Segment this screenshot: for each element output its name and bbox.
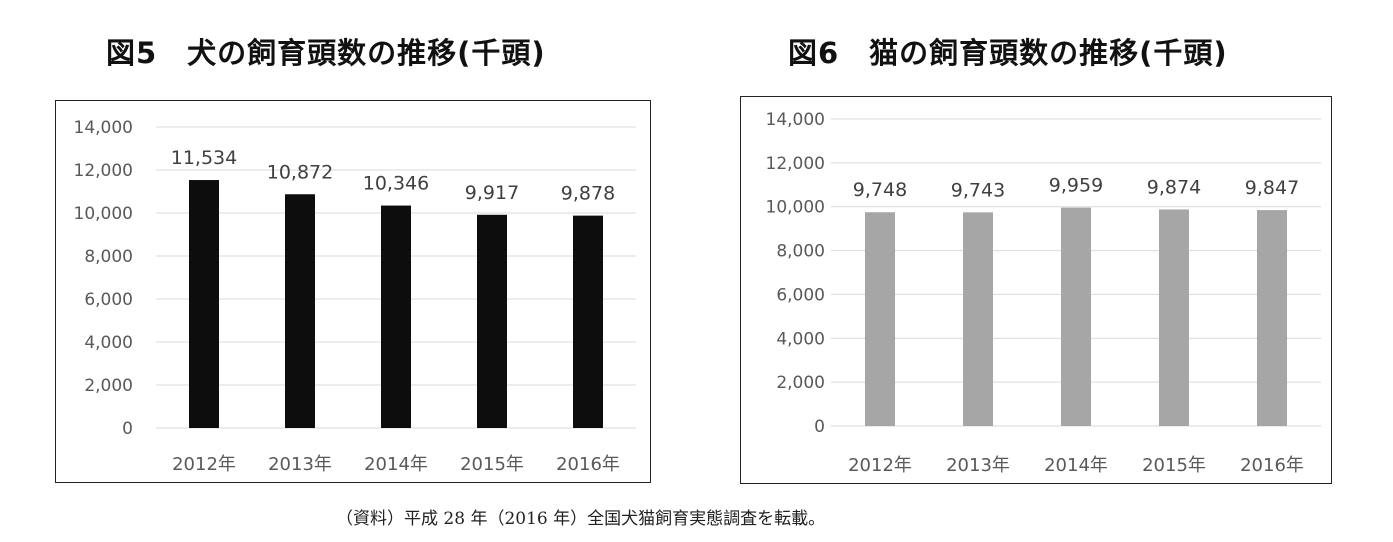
cat-bar-2014 [1061,207,1091,426]
x-category-label: 2015年 [1142,455,1206,476]
y-tick-label: 6,000 [84,290,133,310]
y-tick-label: 2,000 [84,376,133,396]
source-footnote: （資料）平成 28 年（2016 年）全国犬猫飼育実態調査を転載。 [336,509,826,529]
data-label: 9,847 [1245,177,1299,199]
chart-panel-cats: 0 2,000 4,000 6,000 8,000 10,000 12,000 14,000 9… [740,96,1332,484]
x-category-label: 2015年 [460,454,524,475]
y-tick-label: 8,000 [776,242,825,262]
data-label: 10,346 [363,173,429,195]
y-tick-label: 8,000 [84,247,133,267]
data-label: 9,917 [465,182,519,204]
y-tick-label: 0 [122,419,133,439]
dog-bar-2015 [477,214,507,428]
dog-bar-2013 [285,194,315,428]
y-tick-label: 2,000 [776,373,825,393]
data-label: 10,872 [267,161,333,183]
dog-bar-2016 [573,215,603,428]
y-tick-label: 12,000 [74,161,133,181]
x-category-label: 2013年 [946,455,1010,476]
y-tick-label: 4,000 [84,333,133,353]
cat-bar-2016 [1257,210,1287,426]
data-label: 9,748 [853,179,907,201]
cat-count-bar-chart: 0 2,000 4,000 6,000 8,000 10,000 12,000 14,000 9… [766,110,1321,476]
chart-title-cats: 図6 猫の飼育頭数の推移(千頭) [788,36,1228,70]
y-tick-label: 10,000 [74,204,133,224]
y-tick-label: 4,000 [776,329,825,349]
x-category-label: 2012年 [848,455,912,476]
y-tick-label: 14,000 [766,110,825,130]
cat-bar-2015 [1159,209,1189,426]
y-tick-label: 0 [814,417,825,437]
dog-bar-2012 [189,180,219,428]
data-label: 11,534 [171,147,237,169]
cat-bar-2013 [963,212,993,426]
data-label: 9,874 [1147,176,1201,198]
y-tick-label: 14,000 [74,118,133,138]
data-label: 9,959 [1049,175,1103,197]
data-label: 9,743 [951,179,1005,201]
x-category-label: 2013年 [268,454,332,475]
dog-bar-2014 [381,205,411,428]
y-tick-label: 10,000 [766,198,825,218]
data-label: 9,878 [561,183,615,205]
x-category-label: 2016年 [556,454,620,475]
x-category-label: 2016年 [1240,455,1304,476]
chart-title-dogs: 図5 犬の飼育頭数の推移(千頭) [106,36,546,70]
x-category-label: 2014年 [1044,455,1108,476]
dog-count-bar-chart: 0 2,000 4,000 6,000 8,000 10,000 12,000 14,000 1… [74,118,636,475]
cat-bar-2012 [865,212,895,426]
y-tick-label: 12,000 [766,154,825,174]
y-tick-label: 6,000 [776,285,825,305]
x-category-label: 2012年 [172,454,236,475]
x-category-label: 2014年 [364,454,428,475]
chart-panel-dogs: 0 2,000 4,000 6,000 8,000 10,000 12,000 14,000 1… [55,100,651,483]
